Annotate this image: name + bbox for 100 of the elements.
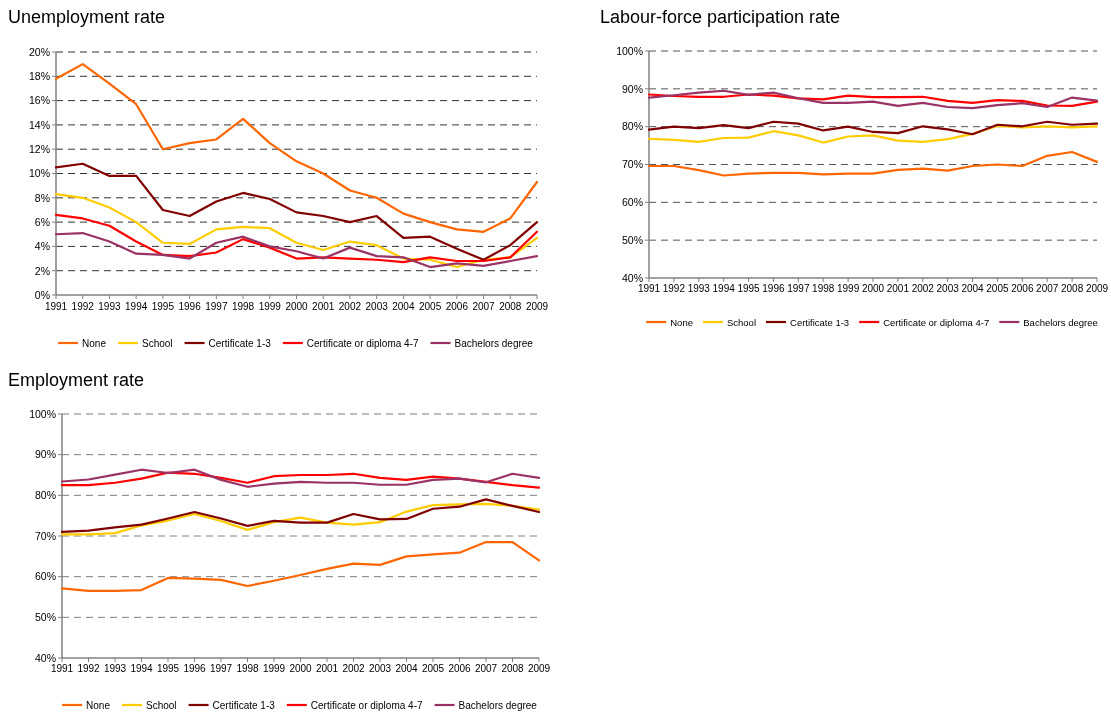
legend-label: None — [86, 699, 111, 711]
line-series — [54, 231, 539, 269]
x-tick-label: 1998 — [231, 301, 255, 312]
x-tick-label: 1992 — [77, 663, 101, 674]
x-tick-label: 2004 — [392, 301, 415, 312]
y-tick-label: 100% — [29, 407, 56, 420]
x-tick-label: 2009 — [525, 301, 549, 312]
x-tick-label: 2009 — [527, 663, 551, 674]
x-tick-label: 2007 — [1036, 283, 1059, 294]
y-tick-label: 2% — [34, 264, 50, 277]
chart-title: Employment rate — [8, 370, 145, 390]
y-tick-label: 16% — [28, 94, 50, 107]
line-series — [647, 124, 1099, 144]
line-series — [54, 162, 539, 261]
y-tick-label: 12% — [28, 143, 50, 155]
y-tick-label: 60% — [621, 196, 643, 209]
line-series — [54, 63, 539, 233]
x-tick-label: 1996 — [183, 663, 207, 674]
y-tick-label: 50% — [34, 611, 56, 624]
x-tick-label: 1995 — [737, 283, 761, 294]
chart-title: Labour-force participation rate — [600, 7, 841, 27]
x-tick-label: 1999 — [262, 663, 286, 674]
x-tick-label: 2002 — [338, 301, 362, 312]
legend-label: Bachelors degree — [458, 699, 538, 711]
x-tick-label: 2008 — [499, 301, 522, 312]
x-tick-label: 1997 — [205, 301, 228, 312]
x-tick-label: 1997 — [787, 283, 810, 294]
x-tick-label: 2004 — [395, 663, 419, 674]
y-tick-label: 90% — [34, 448, 56, 461]
legend-label: Certificate 1-3 — [208, 337, 272, 349]
x-tick-label: 1997 — [209, 663, 233, 674]
x-tick-label: 1995 — [151, 301, 175, 312]
y-tick-label: 6% — [34, 215, 50, 228]
x-tick-label: 2008 — [501, 663, 525, 674]
x-tick-label: 1994 — [712, 283, 736, 294]
legend-label: School — [141, 337, 173, 349]
x-tick-label: 2006 — [445, 301, 469, 312]
x-tick-label: 1992 — [662, 283, 686, 294]
x-tick-label: 1998 — [236, 663, 260, 674]
legend-label: School — [726, 316, 757, 328]
y-tick-label: 14% — [28, 118, 50, 131]
x-tick-label: 1994 — [130, 663, 154, 674]
legend-label: Certificate 1-3 — [212, 699, 276, 711]
line-series — [647, 150, 1099, 177]
x-tick-label: 2009 — [1085, 283, 1109, 294]
legend-label: Bachelors degree — [1023, 316, 1098, 328]
x-tick-label: 1996 — [178, 301, 202, 312]
x-tick-label: 2000 — [285, 301, 309, 312]
x-tick-label: 2002 — [342, 663, 366, 674]
y-tick-label: 40% — [34, 651, 56, 664]
x-tick-label: 2007 — [474, 663, 498, 674]
x-tick-label: 2004 — [961, 283, 985, 294]
line-series — [647, 120, 1099, 136]
legend-label: None — [82, 337, 107, 349]
x-tick-label: 1998 — [812, 283, 835, 294]
x-tick-label: 1991 — [44, 301, 68, 312]
y-tick-label: 90% — [621, 82, 643, 95]
y-tick-label: 70% — [34, 529, 56, 542]
x-tick-label: 2005 — [418, 301, 442, 312]
x-tick-label: 1999 — [836, 283, 860, 294]
x-tick-label: 1999 — [258, 301, 282, 312]
x-tick-label: 2006 — [448, 663, 472, 674]
x-tick-label: 2001 — [886, 283, 910, 294]
y-tick-label: 10% — [28, 167, 50, 180]
x-tick-label: 1993 — [98, 301, 121, 312]
y-tick-label: 20% — [28, 45, 50, 58]
x-tick-label: 2005 — [986, 283, 1009, 294]
legend-label: Bachelors degree — [454, 337, 534, 349]
x-tick-label: 1991 — [50, 663, 74, 674]
x-tick-label: 1993 — [103, 663, 127, 674]
x-tick-label: 2001 — [312, 301, 335, 312]
x-tick-label: 2008 — [1060, 283, 1084, 294]
y-tick-label: 80% — [621, 120, 643, 133]
x-tick-label: 1993 — [687, 283, 711, 294]
x-tick-label: 1991 — [637, 283, 661, 294]
x-tick-label: 2003 — [365, 301, 389, 312]
x-tick-label: 2003 — [936, 283, 960, 294]
line-series — [54, 213, 539, 264]
x-tick-label: 2000 — [861, 283, 885, 294]
legend-label: None — [670, 316, 693, 328]
y-tick-label: 70% — [621, 158, 643, 171]
x-tick-label: 1996 — [762, 283, 785, 294]
x-tick-label: 1995 — [156, 663, 180, 674]
legend-label: Certificate 1-3 — [790, 316, 850, 328]
x-tick-label: 1994 — [125, 301, 148, 312]
x-tick-label: 2003 — [368, 663, 392, 674]
x-tick-label: 2000 — [289, 663, 313, 674]
y-tick-label: 18% — [28, 70, 50, 83]
legend-label: Certificate or diploma 4-7 — [306, 337, 419, 349]
legend-label: Certificate or diploma 4-7 — [883, 316, 990, 328]
line-series — [54, 193, 539, 269]
legend-label: School — [145, 699, 177, 711]
y-tick-label: 50% — [621, 233, 643, 246]
y-tick-label: 60% — [34, 570, 56, 583]
x-tick-label: 2006 — [1011, 283, 1034, 294]
y-tick-label: 100% — [616, 44, 643, 57]
x-tick-label: 2002 — [911, 283, 935, 294]
x-tick-label: 2007 — [472, 301, 496, 312]
y-tick-label: 8% — [34, 191, 50, 204]
legend-label: Certificate or diploma 4-7 — [310, 699, 423, 711]
